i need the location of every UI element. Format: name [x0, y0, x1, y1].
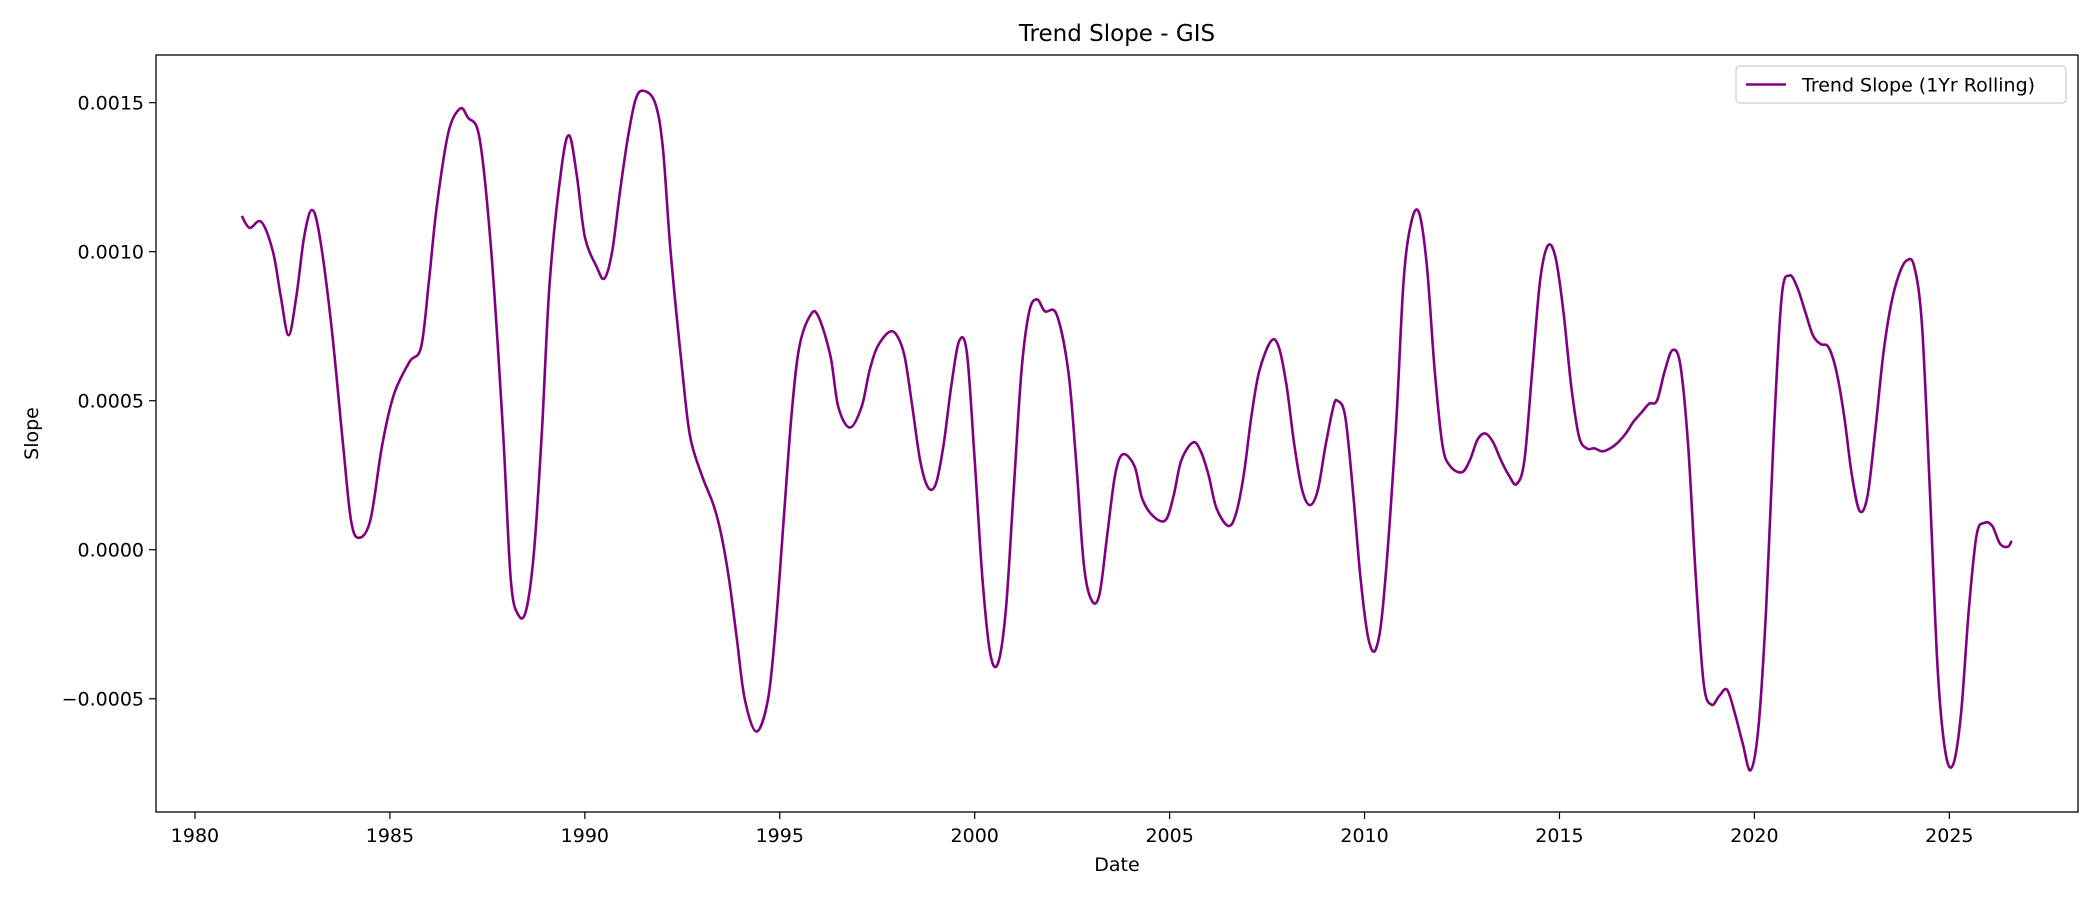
- axis-ticks: 1980 1985 1990 1995 2000 2005 2010 2015 2020 2025…: [62, 93, 1974, 847]
- legend-box: [1735, 65, 2067, 104]
- x-tick-label: 2020: [1730, 825, 1778, 847]
- y-tick-label: −0.0005: [62, 689, 144, 711]
- y-tick-label: 0.0010: [78, 242, 144, 264]
- series-line: [240, 89, 2013, 772]
- y-axis-title: Slope: [21, 407, 43, 460]
- x-axis-title: Date: [1094, 854, 1139, 876]
- legend-label: Trend Slope (1Yr Rolling): [1801, 75, 2035, 97]
- plot-frame: [155, 54, 2079, 813]
- x-tick-label: 2000: [951, 825, 999, 847]
- y-tick-label: 0.0005: [78, 391, 144, 413]
- chart-title: Trend Slope - GIS: [1018, 21, 1215, 47]
- x-tick-label: 1995: [756, 825, 804, 847]
- x-tick-label: 2015: [1535, 825, 1583, 847]
- series-layer: [240, 89, 2013, 772]
- x-tick-label: 2010: [1340, 825, 1388, 847]
- x-tick-label: 1985: [366, 825, 414, 847]
- y-tick-label: 0.0015: [78, 93, 144, 115]
- x-tick-label: 2025: [1925, 825, 1973, 847]
- y-tick-label: 0.0000: [78, 540, 144, 562]
- legend: Trend Slope (1Yr Rolling): [1735, 65, 2067, 104]
- x-tick-label: 1980: [171, 825, 219, 847]
- x-tick-label: 2005: [1145, 825, 1193, 847]
- x-tick-label: 1990: [561, 825, 609, 847]
